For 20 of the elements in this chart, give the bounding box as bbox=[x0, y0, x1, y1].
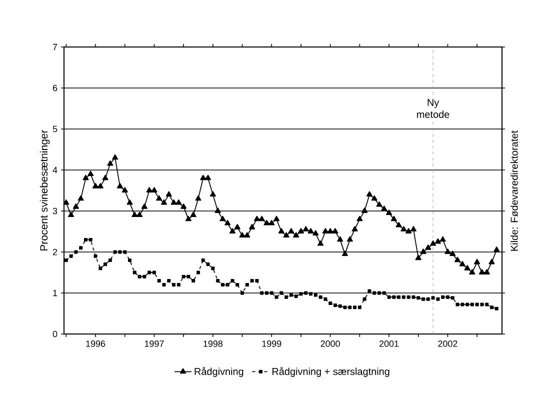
x-tick-label: 2000 bbox=[320, 340, 340, 347]
y-tick-label: 7 bbox=[52, 44, 58, 50]
y-tick-label: 4 bbox=[52, 166, 58, 174]
x-tick-label: 1999 bbox=[262, 340, 282, 347]
x-tick-label: 2002 bbox=[438, 340, 458, 347]
y-tick-label: 5 bbox=[52, 126, 58, 132]
y-tick-label: 1 bbox=[53, 290, 58, 296]
ref-line-label: Ny metode bbox=[417, 99, 450, 118]
y-tick-label: 3 bbox=[52, 208, 58, 214]
y-tick-label: 0 bbox=[52, 330, 58, 338]
x-tick-label: 1998 bbox=[204, 340, 222, 347]
x-tick-label: 1997 bbox=[144, 340, 164, 347]
legend-label: Rådgivning bbox=[194, 366, 244, 377]
x-tick-label: 1996 bbox=[86, 340, 106, 347]
legend-label: Rådgivning + særslagtning bbox=[272, 366, 390, 377]
y-tick-label: 6 bbox=[52, 84, 58, 92]
x-tick-label: 2001 bbox=[379, 340, 399, 347]
text: Kilde: Fødevaredirektoratet bbox=[510, 130, 518, 251]
y-tick-label: 2 bbox=[52, 248, 58, 256]
y-axis-title: Procent svinebesætninger bbox=[40, 130, 50, 250]
